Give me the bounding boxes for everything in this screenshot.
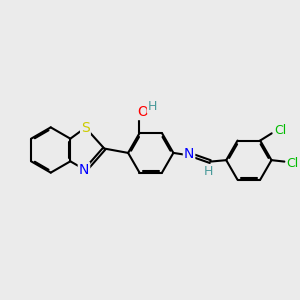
Text: H: H: [204, 165, 214, 178]
Text: Cl: Cl: [274, 124, 286, 137]
Text: Cl: Cl: [286, 157, 299, 169]
Text: N: N: [79, 163, 89, 177]
Text: H: H: [148, 100, 157, 113]
Text: S: S: [81, 121, 90, 135]
Text: N: N: [184, 147, 194, 161]
Text: O: O: [137, 105, 148, 119]
